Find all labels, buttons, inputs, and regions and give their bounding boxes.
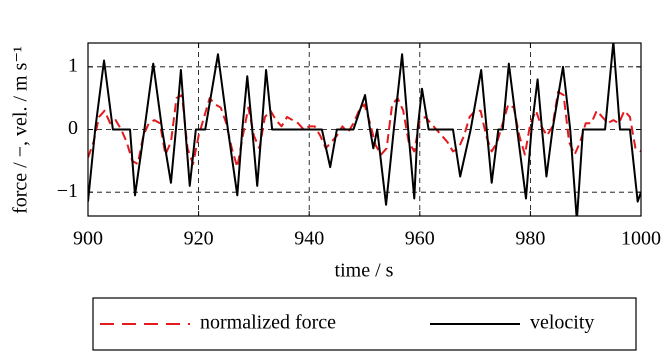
x-tick-label: 980 [515, 228, 545, 250]
y-tick-label: 0 [68, 117, 78, 139]
x-tick-label: 900 [73, 228, 103, 250]
y-tick-label: 1 [68, 54, 78, 76]
plot-frame [87, 42, 642, 217]
legend-label: velocity [530, 312, 594, 334]
x-axis-label: time / s [335, 260, 394, 282]
legend-box [92, 297, 637, 351]
x-tick-label: 960 [405, 228, 435, 250]
y-axis-label: force / −, vel. / m s⁻¹ [10, 46, 32, 214]
x-tick-label: 940 [294, 228, 324, 250]
line-series [88, 43, 641, 216]
x-tick-label: 1000 [621, 228, 661, 250]
plot-area [88, 43, 641, 216]
legend-label: normalized force [200, 312, 336, 334]
x-tick-label: 920 [184, 228, 214, 250]
line-series [88, 90, 641, 169]
y-tick-label: −1 [57, 180, 78, 202]
